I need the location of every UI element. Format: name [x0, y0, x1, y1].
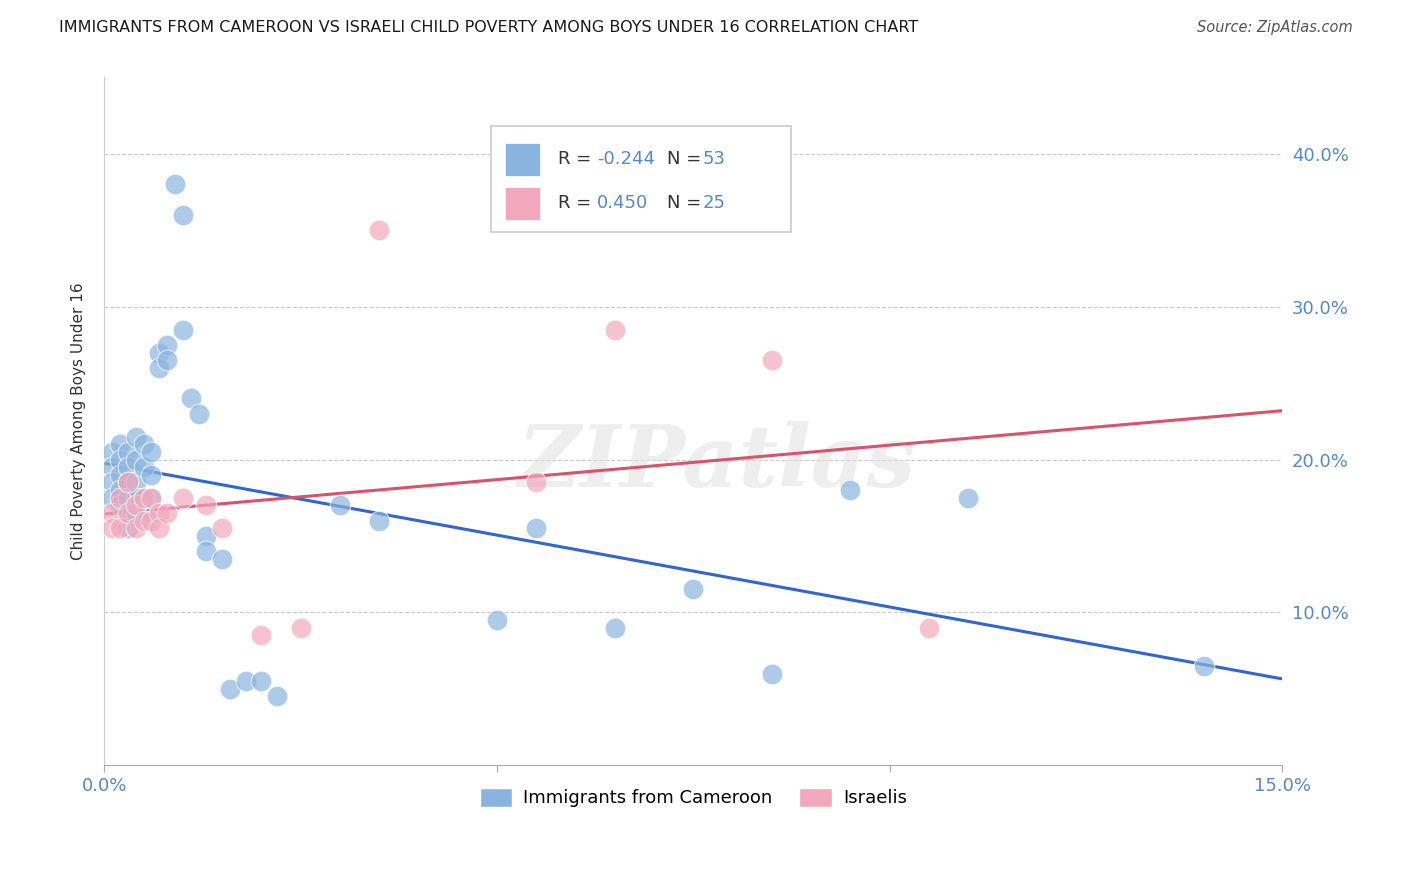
Point: [163, 178, 186, 192]
Point: [524, 521, 547, 535]
Point: [132, 491, 155, 505]
Point: [117, 506, 139, 520]
Point: [125, 506, 148, 520]
Point: [761, 666, 783, 681]
Text: 25: 25: [703, 194, 725, 212]
Point: [141, 514, 163, 528]
Point: [117, 491, 139, 505]
Text: N =: N =: [668, 194, 707, 212]
Point: [125, 452, 148, 467]
Point: [125, 521, 148, 535]
Point: [187, 407, 209, 421]
FancyBboxPatch shape: [491, 126, 792, 232]
Point: [250, 674, 273, 689]
Text: 53: 53: [703, 150, 725, 169]
Point: [101, 445, 124, 459]
Point: [148, 506, 170, 520]
Point: [132, 460, 155, 475]
Legend: Immigrants from Cameroon, Israelis: Immigrants from Cameroon, Israelis: [472, 780, 914, 814]
Point: [132, 514, 155, 528]
Point: [195, 544, 218, 558]
Point: [368, 514, 391, 528]
Point: [117, 445, 139, 459]
Point: [117, 460, 139, 475]
Point: [211, 552, 233, 566]
Point: [266, 690, 288, 704]
Text: R =: R =: [558, 150, 596, 169]
Point: [132, 437, 155, 451]
Point: [108, 437, 131, 451]
Point: [101, 475, 124, 490]
Point: [250, 628, 273, 642]
Point: [101, 521, 124, 535]
Text: Source: ZipAtlas.com: Source: ZipAtlas.com: [1197, 20, 1353, 35]
Y-axis label: Child Poverty Among Boys Under 16: Child Poverty Among Boys Under 16: [72, 283, 86, 560]
Point: [211, 521, 233, 535]
Point: [290, 621, 312, 635]
Point: [172, 491, 194, 505]
Point: [156, 506, 179, 520]
Text: IMMIGRANTS FROM CAMEROON VS ISRAELI CHILD POVERTY AMONG BOYS UNDER 16 CORRELATIO: IMMIGRANTS FROM CAMEROON VS ISRAELI CHIL…: [59, 20, 918, 35]
Point: [957, 491, 980, 505]
Point: [132, 491, 155, 505]
Point: [108, 491, 131, 505]
Point: [132, 506, 155, 520]
Point: [682, 582, 704, 597]
Text: N =: N =: [668, 150, 707, 169]
Point: [148, 345, 170, 359]
Point: [156, 338, 179, 352]
Point: [1192, 658, 1215, 673]
Point: [125, 491, 148, 505]
Point: [761, 353, 783, 368]
Point: [219, 681, 242, 696]
Point: [108, 521, 131, 535]
FancyBboxPatch shape: [505, 186, 540, 219]
Point: [141, 491, 163, 505]
Point: [101, 460, 124, 475]
Point: [125, 429, 148, 443]
Point: [148, 521, 170, 535]
Point: [195, 499, 218, 513]
Point: [156, 353, 179, 368]
Point: [141, 467, 163, 482]
Text: R =: R =: [558, 194, 596, 212]
Point: [141, 445, 163, 459]
Point: [172, 208, 194, 222]
Point: [524, 475, 547, 490]
Point: [117, 506, 139, 520]
Point: [108, 452, 131, 467]
Point: [368, 223, 391, 237]
Point: [125, 475, 148, 490]
FancyBboxPatch shape: [505, 143, 540, 176]
Point: [125, 499, 148, 513]
Point: [108, 499, 131, 513]
Point: [101, 506, 124, 520]
Point: [141, 491, 163, 505]
Point: [117, 521, 139, 535]
Point: [108, 483, 131, 497]
Point: [485, 613, 508, 627]
Text: ZIPatlas: ZIPatlas: [517, 421, 915, 504]
Text: 0.450: 0.450: [596, 194, 648, 212]
Point: [101, 491, 124, 505]
Point: [108, 467, 131, 482]
Point: [148, 360, 170, 375]
Point: [603, 323, 626, 337]
Point: [117, 475, 139, 490]
Point: [172, 323, 194, 337]
Point: [195, 529, 218, 543]
Point: [329, 499, 352, 513]
Point: [235, 674, 257, 689]
Point: [839, 483, 862, 497]
Point: [918, 621, 941, 635]
Point: [180, 392, 202, 406]
Point: [603, 621, 626, 635]
Point: [117, 475, 139, 490]
Text: -0.244: -0.244: [596, 150, 655, 169]
